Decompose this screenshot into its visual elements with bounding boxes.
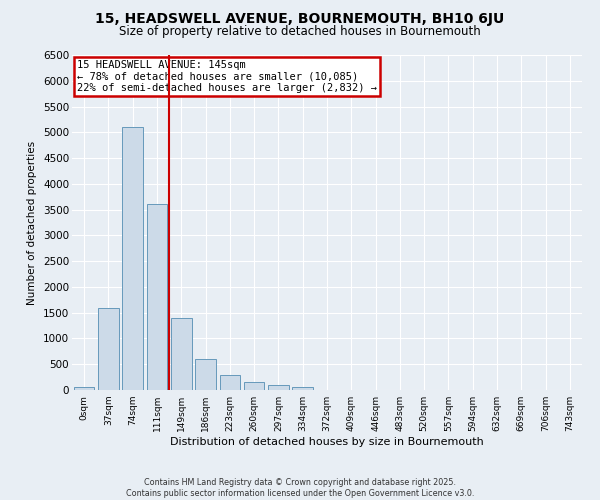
Bar [122, 127, 143, 390]
Text: 15, HEADSWELL AVENUE, BOURNEMOUTH, BH10 6JU: 15, HEADSWELL AVENUE, BOURNEMOUTH, BH10 … [95, 12, 505, 26]
Text: Contains HM Land Registry data © Crown copyright and database right 2025.
Contai: Contains HM Land Registry data © Crown c… [126, 478, 474, 498]
X-axis label: Distribution of detached houses by size in Bournemouth: Distribution of detached houses by size … [170, 437, 484, 447]
Bar [146, 204, 167, 390]
Text: 15 HEADSWELL AVENUE: 145sqm
← 78% of detached houses are smaller (10,085)
22% of: 15 HEADSWELL AVENUE: 145sqm ← 78% of det… [77, 60, 377, 93]
Bar [244, 382, 265, 390]
Bar [195, 359, 216, 390]
Text: Size of property relative to detached houses in Bournemouth: Size of property relative to detached ho… [119, 25, 481, 38]
Bar [220, 374, 240, 390]
Y-axis label: Number of detached properties: Number of detached properties [28, 140, 37, 304]
Bar [268, 385, 289, 390]
Bar [171, 318, 191, 390]
Bar [74, 388, 94, 390]
Bar [292, 388, 313, 390]
Bar [98, 308, 119, 390]
